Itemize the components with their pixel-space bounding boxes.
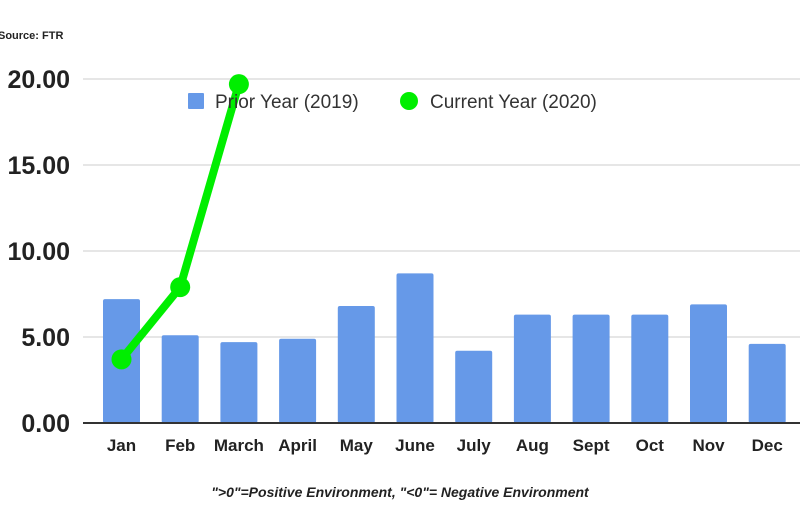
y-tick-label: 10.00: [7, 238, 70, 266]
bar-dec: [748, 343, 786, 423]
footnote: ">0"=Positive Environment, "<0"= Negativ…: [211, 484, 589, 500]
gridlines: [83, 78, 800, 338]
bar-may: [337, 306, 375, 423]
y-tick-label: 5.00: [21, 324, 70, 352]
legend: Prior Year (2019) Current Year (2020): [188, 92, 597, 113]
x-tick-label: Aug: [516, 436, 549, 455]
x-tick-label: June: [395, 436, 435, 455]
x-tick-label: Sept: [573, 436, 610, 455]
bar-oct: [631, 314, 669, 423]
bar-june: [396, 273, 434, 423]
bar-april: [279, 338, 317, 423]
bar-nov: [690, 304, 727, 423]
current-year-line: [111, 74, 249, 370]
source-label: Source: FTR: [0, 30, 64, 42]
y-tick-label: 0.00: [21, 410, 70, 438]
legend-label-current-year: Current Year (2020): [430, 92, 597, 113]
x-tick-label: Dec: [752, 436, 783, 455]
bar-aug: [513, 314, 551, 423]
bar-july: [455, 350, 493, 423]
x-tick-label: Jan: [107, 436, 136, 455]
prior-year-bars: [103, 273, 786, 423]
x-tick-label: May: [340, 436, 374, 455]
y-tick-label: 20.00: [7, 66, 70, 94]
y-tick-label: 15.00: [7, 152, 70, 180]
x-tick-label: Oct: [636, 436, 665, 455]
y-axis-ticks: 0.00 5.00 10.00 15.00 20.00: [7, 66, 70, 438]
bar-march: [220, 342, 258, 423]
legend-circle-icon: [400, 92, 418, 110]
x-tick-label: March: [214, 436, 264, 455]
x-tick-label: Nov: [692, 436, 725, 455]
x-tick-label: April: [278, 436, 317, 455]
data-point: [228, 74, 249, 95]
legend-label-prior-year: Prior Year (2019): [215, 92, 359, 113]
data-point: [170, 277, 191, 298]
bar-sept: [572, 314, 610, 423]
x-axis-ticks: Jan Feb March April May June July Aug Sept Oct Nov…: [107, 436, 783, 455]
x-tick-label: July: [457, 436, 492, 455]
legend-square-icon: [188, 93, 204, 109]
bar-feb: [161, 335, 199, 423]
x-tick-label: Feb: [165, 436, 195, 455]
data-point: [111, 349, 132, 370]
